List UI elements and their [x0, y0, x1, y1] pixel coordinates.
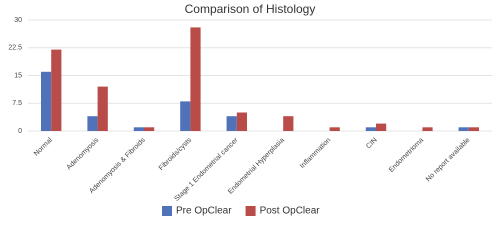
chart-title: Comparison of Histology: [185, 2, 316, 16]
chart: Comparison of Histology 0 7.5 15 22.5 30 Norm…: [8, 2, 492, 217]
x-tick-label: Fibroids/cysts: [158, 136, 194, 172]
bar: [236, 112, 248, 131]
bar: [329, 127, 340, 131]
bar: [51, 49, 62, 131]
y-tick-label: 22.5: [8, 45, 22, 52]
bar: [97, 86, 108, 131]
x-tick-label: Adenomyosis & Fibroids: [88, 136, 147, 195]
x-tick-label: Endometrioma: [388, 137, 425, 174]
x-tick-label: Normal: [33, 136, 54, 157]
x-tick-label: Endometrial Hyperplasia: [227, 137, 286, 196]
bar: [180, 101, 191, 131]
bar: [144, 127, 155, 131]
x-tick-label: CIN: [365, 137, 378, 150]
bar: [87, 116, 98, 131]
x-tick-label: Adenomyosis: [66, 136, 101, 171]
y-tick-label: 15: [14, 72, 22, 79]
x-tick-label: No report available: [425, 137, 472, 184]
bar: [376, 123, 387, 131]
y-tick-label: 0: [18, 128, 22, 135]
x-tick-label: Inflammation: [299, 137, 332, 170]
bar: [468, 127, 480, 131]
bar: [283, 116, 294, 131]
legend-label: Pre OpClear: [176, 206, 232, 217]
legend-swatch: [162, 206, 172, 216]
bar: [365, 127, 376, 131]
bar: [458, 127, 469, 131]
y-tick-label: 7.5: [12, 100, 22, 107]
bar: [190, 27, 201, 131]
bar: [422, 127, 433, 131]
legend-swatch: [245, 206, 256, 216]
bar: [40, 71, 52, 131]
y-tick-label: 30: [14, 17, 22, 24]
legend-label: Post OpClear: [260, 206, 321, 217]
bar: [226, 116, 237, 131]
bar: [133, 127, 144, 131]
